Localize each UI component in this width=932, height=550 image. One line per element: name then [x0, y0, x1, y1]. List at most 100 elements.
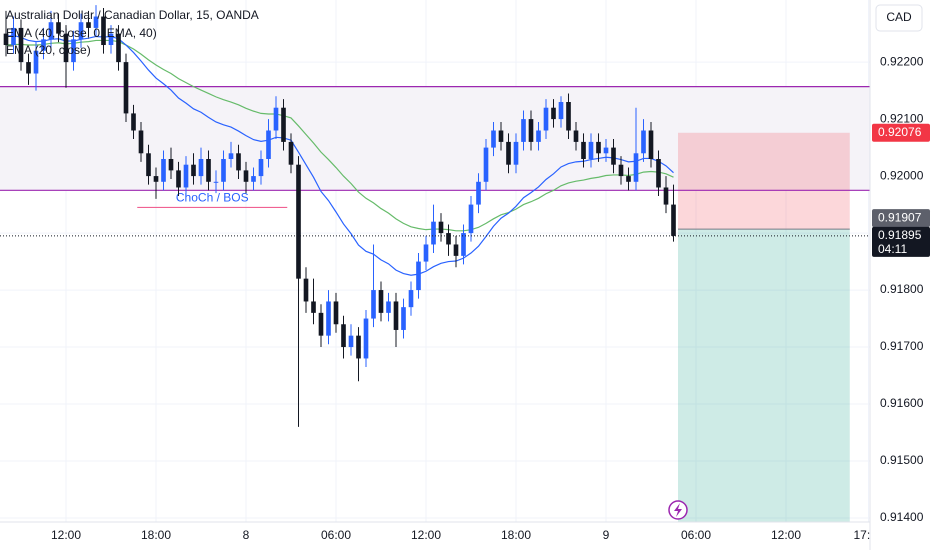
- candle-body: [438, 221, 444, 234]
- candle-body: [48, 22, 54, 40]
- time-axis: 12:00 18:00 8 06:00 12:00 18:00 9 06:00 12:00 17:…: [51, 528, 883, 542]
- candle-body: [513, 141, 519, 165]
- currency-button[interactable]: CAD: [875, 4, 923, 32]
- legend-entry: EMA (40, close, 0, EMA, 40): [6, 26, 157, 40]
- x-tick-label: 9: [603, 528, 610, 542]
- candle-body: [663, 187, 669, 205]
- candle-body: [401, 307, 406, 330]
- candle-body: [641, 130, 646, 154]
- candle-body: [236, 153, 241, 171]
- candle-body: [341, 324, 346, 348]
- candle-body: [363, 318, 369, 359]
- legend-entry: EMA (20, close): [6, 43, 91, 57]
- candle-body: [528, 119, 534, 142]
- candle-body: [498, 130, 504, 142]
- candle-body: [3, 33, 9, 46]
- currency-label[interactable]: CAD: [886, 10, 912, 24]
- candle-body: [168, 158, 174, 171]
- candle-body: [348, 335, 354, 348]
- candle-body: [603, 147, 609, 154]
- candle-body: [566, 102, 571, 131]
- candle-body: [318, 312, 324, 336]
- candle-body: [63, 33, 69, 63]
- candle-body: [26, 62, 31, 74]
- candle-body: [213, 181, 219, 183]
- candle-body: [671, 204, 676, 236]
- candle-body: [161, 158, 166, 182]
- candle-body: [446, 233, 451, 245]
- candle-body: [243, 170, 249, 182]
- alert-icon[interactable]: [668, 500, 688, 520]
- candle-body: [56, 22, 61, 34]
- annotation-label: ChoCh / BOS: [176, 191, 249, 205]
- x-tick-label: 12:00: [51, 528, 81, 542]
- y-tick-label: 0.92100: [880, 111, 924, 125]
- x-tick-label: 12:00: [771, 528, 801, 542]
- currency-button-box[interactable]: [875, 4, 923, 32]
- candle-body: [71, 39, 76, 63]
- candle-body: [596, 141, 601, 154]
- alert-bolt[interactable]: [674, 503, 682, 517]
- candle-body: [633, 153, 639, 182]
- candle-body: [333, 301, 339, 325]
- candle-body: [356, 335, 361, 359]
- candle-body: [521, 119, 526, 142]
- candle-body: [221, 158, 226, 182]
- candle-body: [378, 290, 384, 313]
- candle-body: [393, 301, 399, 330]
- candle-body: [123, 62, 129, 114]
- price-axis: 0.922000.921000.920000.919000.918000.917…: [872, 54, 930, 524]
- candle-body: [453, 244, 459, 256]
- x-tick-label: 06:00: [681, 528, 711, 542]
- candle-body: [146, 153, 151, 177]
- candle-body: [176, 170, 181, 188]
- candle-body: [296, 164, 301, 279]
- candle-body: [536, 130, 541, 142]
- candle-body: [228, 153, 234, 159]
- candle-body: [11, 27, 16, 46]
- legend: Australian Dollar / Canadian Dollar, 15,…: [6, 8, 259, 57]
- candle-body: [483, 147, 489, 182]
- candle-body: [18, 27, 24, 63]
- candle-body: [573, 130, 579, 142]
- y-tick-label: 0.91800: [880, 282, 924, 296]
- candle-body: [101, 16, 106, 46]
- x-tick-label: 17:30: [853, 528, 883, 542]
- candle-body: [371, 290, 376, 319]
- y-tick-label: 0.91400: [880, 510, 924, 524]
- price-label-box: [872, 226, 930, 257]
- candle-body: [581, 141, 586, 159]
- x-tick-label: 18:00: [141, 528, 171, 542]
- candle-body: [183, 164, 189, 188]
- price-label-box: [872, 123, 930, 142]
- x-tick-label: 8: [243, 528, 250, 542]
- candle-body: [611, 147, 616, 165]
- candle-body: [416, 261, 421, 291]
- target-zone: [678, 229, 850, 522]
- legend-title: Australian Dollar / Canadian Dollar, 15,…: [6, 8, 259, 22]
- candle-body: [618, 164, 624, 177]
- candle-body: [33, 50, 39, 74]
- candle-body: [303, 278, 309, 302]
- x-tick-label: 12:00: [411, 528, 441, 542]
- y-tick-label: 0.92000: [880, 168, 924, 182]
- candle-body: [251, 176, 256, 182]
- candle-body: [266, 130, 271, 159]
- candle-body: [206, 158, 211, 182]
- y-tick-label: 0.92200: [880, 54, 924, 68]
- candle-body: [78, 22, 84, 40]
- y-tick-label: 0.91600: [880, 396, 924, 410]
- candle-body: [468, 204, 474, 234]
- candle-body: [116, 33, 121, 63]
- y-tick-label: 0.91500: [880, 453, 924, 467]
- candle-body: [153, 176, 159, 182]
- candle-body: [288, 141, 294, 165]
- candle-body: [423, 244, 429, 262]
- candle-body: [431, 221, 436, 245]
- candle-body: [551, 107, 556, 120]
- price-label-box: [872, 209, 930, 228]
- candle-body: [41, 39, 46, 51]
- stop-zone: [678, 132, 850, 230]
- x-tick-label: 18:00: [501, 528, 531, 542]
